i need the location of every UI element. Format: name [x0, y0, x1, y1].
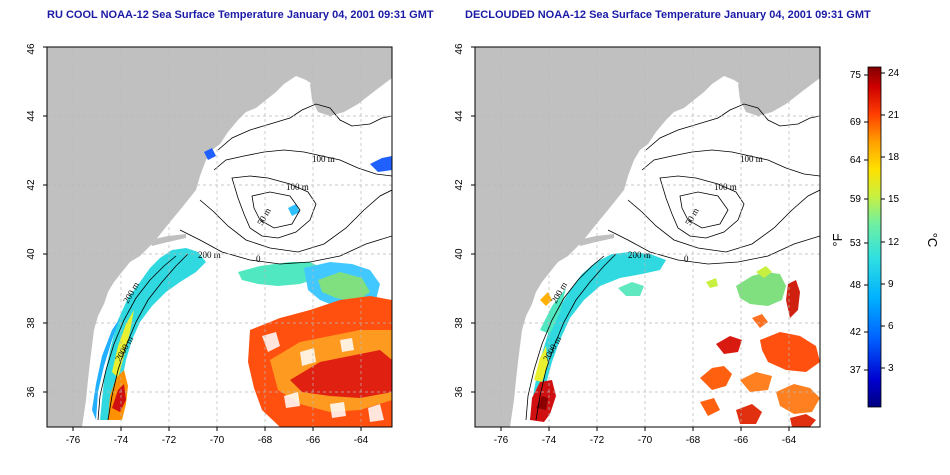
left-land-mass: [47, 47, 392, 427]
lon-label: -66: [734, 435, 749, 446]
lon-label: -74: [542, 435, 557, 446]
right-map-panel: 100 m 100 m 50 m 200 m 0 200 m 2000 m: [454, 43, 821, 446]
right-land-mass: [475, 47, 820, 427]
left-map-frame: [46, 46, 393, 428]
right-lon-labels: -76 -74 -72 -70 -68 -66 -64: [494, 435, 797, 446]
lat-label: 40: [26, 248, 37, 260]
right-contour-label: 200 m: [628, 250, 651, 260]
colorbar-gradient: [867, 66, 882, 408]
fahrenheit-tick: 75: [850, 70, 862, 81]
right-contour-label: 0: [684, 254, 689, 264]
fahrenheit-tick: 69: [850, 117, 862, 128]
celsius-tick: 15: [888, 194, 900, 205]
left-contour-label: 0: [256, 254, 261, 264]
lon-label: -68: [258, 435, 273, 446]
right-lon-ticks: [500, 427, 790, 431]
fahrenheit-tick: 59: [850, 194, 862, 205]
right-map-frame: [474, 46, 821, 428]
lon-label: -66: [306, 435, 321, 446]
left-land-long-island: [150, 234, 186, 246]
celsius-tick: 12: [888, 237, 900, 248]
lon-label: -76: [494, 435, 509, 446]
lat-label: 42: [26, 179, 37, 191]
right-land-long-island: [578, 234, 614, 246]
right-lat-labels: 36 38 40 42 44 46: [454, 43, 465, 398]
celsius-tick: 6: [888, 321, 894, 332]
celsius-tick: 21: [888, 110, 900, 121]
lon-label: -74: [114, 435, 129, 446]
fahrenheit-tick: 42: [850, 327, 862, 338]
fahrenheit-tick: 64: [850, 155, 862, 166]
lat-label: 44: [26, 110, 37, 122]
lon-label: -68: [686, 435, 701, 446]
left-lat-ticks: [43, 46, 47, 393]
temperature-colorbar: 75 69 64 59 53 48 42 37 24 21 18 15 12 9…: [830, 66, 940, 408]
fahrenheit-tick: 37: [850, 365, 862, 376]
lat-label: 40: [454, 248, 465, 260]
lat-label: 44: [454, 110, 465, 122]
left-lon-ticks: [72, 427, 362, 431]
left-contour-label: 100 m: [286, 182, 309, 192]
right-lat-ticks: [471, 46, 475, 393]
lat-label: 46: [454, 43, 465, 55]
celsius-tick: 18: [888, 152, 900, 163]
lon-label: -70: [210, 435, 225, 446]
lon-label: -70: [638, 435, 653, 446]
left-map-title: RU COOL NOAA-12 Sea Surface Temperature …: [47, 9, 434, 21]
left-lat-labels: 36 38 40 42 44 46: [26, 43, 37, 398]
celsius-tick: 24: [888, 68, 900, 79]
right-bathymetry-contours: [525, 103, 820, 421]
left-land-nova-scotia: [310, 60, 392, 116]
left-bathymetry-contours: [97, 103, 392, 421]
lon-label: -72: [590, 435, 605, 446]
celsius-labels: 24 21 18 15 12 9 6 3: [888, 68, 900, 374]
fahrenheit-tick: 53: [850, 238, 862, 249]
left-map-panel: 100 m 100 m 50 m 200 m 0 200 m 2000 m: [26, 43, 393, 446]
celsius-tick: 9: [888, 279, 894, 290]
lon-label: -64: [354, 435, 369, 446]
lat-label: 46: [26, 43, 37, 55]
right-contour-label: 100 m: [740, 154, 763, 164]
fahrenheit-labels: 75 69 64 59 53 48 42 37: [850, 70, 862, 376]
colorbar-ticks: [864, 72, 885, 371]
fahrenheit-tick: 48: [850, 280, 862, 291]
lat-label: 36: [454, 386, 465, 398]
lat-label: 42: [454, 179, 465, 191]
left-contour-label: 200 m: [198, 250, 221, 260]
lon-label: -72: [162, 435, 177, 446]
lon-label: -64: [782, 435, 797, 446]
celsius-tick: 3: [888, 363, 894, 374]
right-map-title: DECLOUDED NOAA-12 Sea Surface Temperatur…: [465, 9, 871, 21]
lat-label: 38: [26, 317, 37, 329]
left-lon-labels: -76 -74 -72 -70 -68 -66 -64: [66, 435, 369, 446]
lat-label: 36: [26, 386, 37, 398]
fahrenheit-unit-label: °F: [830, 233, 845, 246]
right-sst-data: [530, 252, 820, 427]
celsius-unit-label: °C: [925, 233, 940, 248]
lon-label: -76: [66, 435, 81, 446]
left-contour-label: 100 m: [312, 154, 335, 164]
right-contour-label: 100 m: [714, 182, 737, 192]
lat-label: 38: [454, 317, 465, 329]
right-land-nova-scotia: [738, 60, 820, 116]
